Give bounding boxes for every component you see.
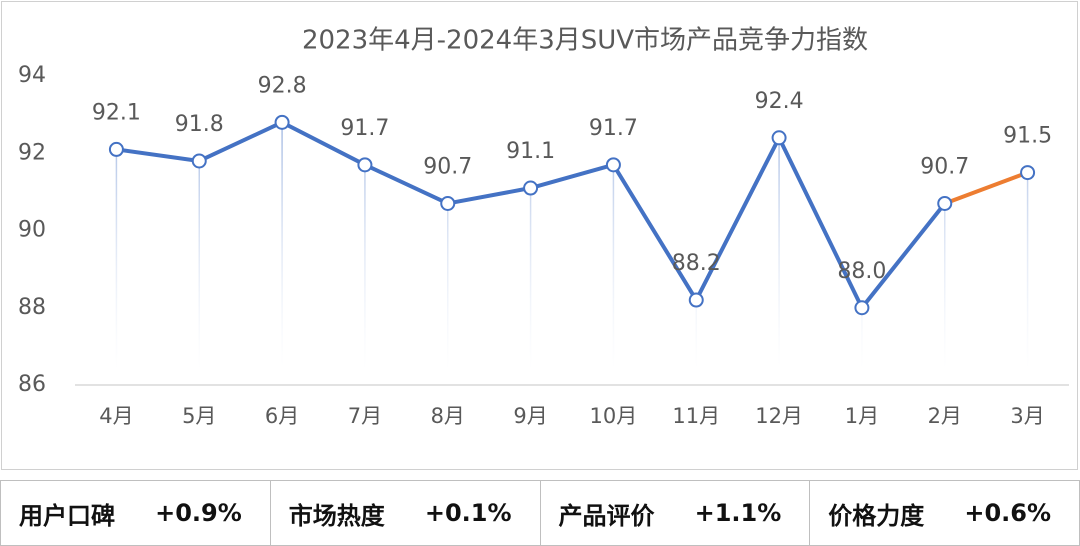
metric-value: +0.9% (155, 499, 242, 527)
metric-cell: 市场热度 +0.1% (271, 481, 541, 545)
metric-label: 价格力度 (828, 501, 925, 530)
data-label: 91.8 (175, 112, 224, 137)
y-tick-label: 92 (18, 140, 46, 165)
metric-label: 用户口碑 (19, 501, 115, 530)
data-label: 92.1 (92, 100, 141, 125)
x-tick-label: 11月 (672, 404, 720, 428)
x-tick-label: 4月 (99, 404, 133, 428)
y-tick-label: 94 (18, 63, 46, 88)
metric-label: 产品评价 (558, 501, 655, 530)
data-label: 91.7 (589, 116, 638, 141)
point (108, 141, 124, 157)
point (605, 157, 621, 173)
data-label: 90.7 (423, 154, 472, 179)
x-tick-label: 5月 (182, 404, 216, 428)
point (191, 153, 207, 169)
x-tick-label: 9月 (513, 404, 547, 428)
x-tick-label: 3月 (1010, 404, 1044, 428)
data-label: 91.7 (340, 116, 389, 141)
series-line-last (944, 170, 1029, 206)
point (274, 114, 290, 130)
data-label: 92.8 (258, 73, 307, 98)
data-label: 90.7 (920, 154, 969, 179)
metric-cell: 用户口碑 +0.9% (1, 481, 271, 545)
metric-value: +0.1% (424, 499, 512, 527)
metric-cell: 价格力度 +0.6% (810, 481, 1079, 545)
y-tick-label: 86 (18, 372, 46, 397)
point (937, 195, 953, 211)
x-tick-label: 8月 (431, 404, 465, 428)
chart: 2023年4月-2024年3月SUV市场产品竞争力指数 86 88 90 92 94 4月… (1, 1, 1078, 470)
data-label: 91.5 (1003, 124, 1052, 149)
metrics-table: 用户口碑 +0.9% 市场热度 +0.1% 产品评价 +1.1% 价格力度 +0.6% (0, 480, 1080, 546)
y-tick-label: 88 (18, 295, 46, 320)
data-label: 88.0 (837, 259, 886, 284)
point (440, 195, 456, 211)
metric-value: +1.1% (694, 499, 782, 527)
point (854, 300, 870, 316)
chart-border (1, 1, 1078, 470)
x-tick-label: 10月 (590, 404, 638, 428)
point (523, 180, 539, 196)
metric-cell: 产品评价 +1.1% (541, 481, 811, 545)
data-label: 92.4 (755, 89, 804, 114)
x-tick-label: 7月 (348, 404, 382, 428)
x-tick-label: 6月 (265, 404, 299, 428)
data-label: 91.1 (506, 139, 555, 164)
x-tick-label: 2月 (928, 404, 962, 428)
point (688, 292, 704, 308)
point (771, 130, 787, 146)
chart-title: 2023年4月-2024年3月SUV市场产品竞争力指数 (302, 26, 868, 56)
metric-label: 市场热度 (288, 501, 385, 530)
point (1020, 165, 1036, 181)
point (357, 157, 373, 173)
x-tick-label: 1月 (845, 404, 879, 428)
x-tick-label: 12月 (755, 404, 803, 428)
metric-value: +0.6% (964, 499, 1051, 527)
y-tick-label: 90 (18, 218, 46, 243)
data-label: 88.2 (672, 251, 721, 276)
